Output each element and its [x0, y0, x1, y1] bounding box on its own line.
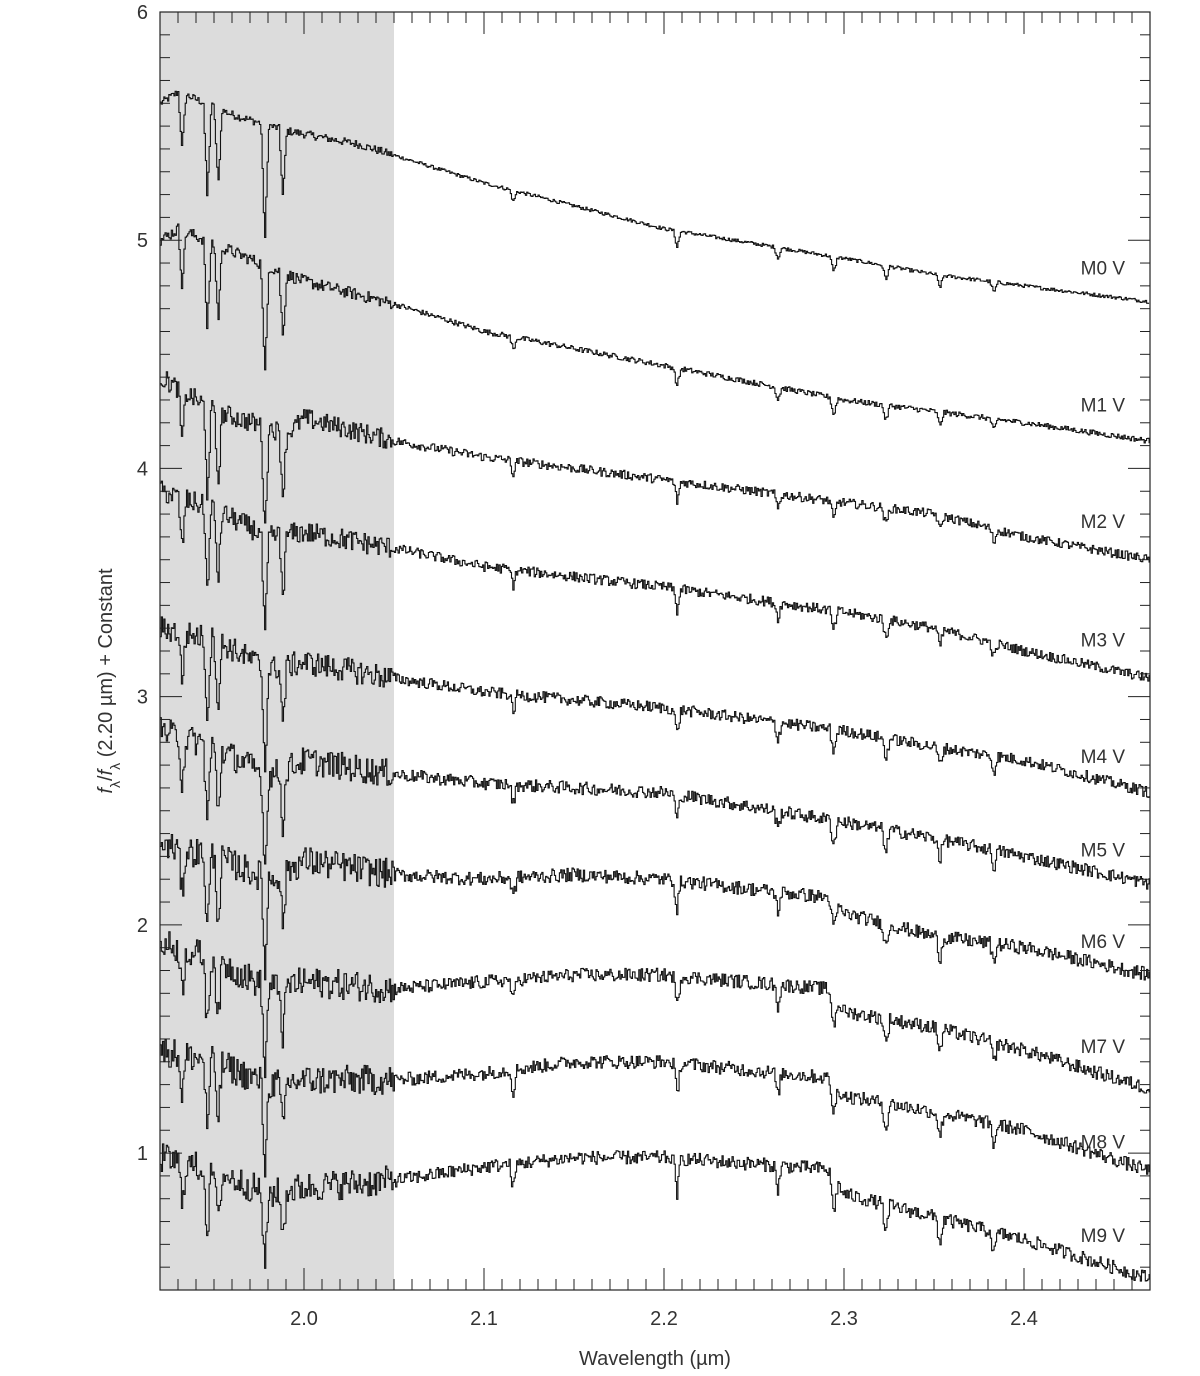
- series-label-m5-v: M5 V: [1081, 841, 1126, 862]
- series-label-m6-v: M6 V: [1081, 932, 1126, 953]
- series-label-m7-v: M7 V: [1081, 1037, 1126, 1058]
- x-tick-label: 2.3: [830, 1308, 858, 1330]
- spectrum-m7-v: [160, 931, 1150, 1094]
- spectrum-m5-v: [160, 717, 1150, 890]
- shaded-region: [160, 12, 394, 1290]
- series-label-m4-v: M4 V: [1081, 747, 1126, 768]
- y-axis-title: fλ/fλ (2.20 µm) + Constant: [95, 568, 123, 794]
- series-label-m3-v: M3 V: [1081, 631, 1126, 652]
- spectrum-m1-v: [160, 223, 1150, 444]
- x-tick-label: 2.1: [470, 1308, 498, 1330]
- x-tick-label: 2.4: [1010, 1308, 1038, 1330]
- spectra-series: M0 V M1 V M2 V M3 V M4 V M5 V M6 V M7 V M8 V M9 V: [160, 90, 1150, 1282]
- spectrum-m4-v: [160, 616, 1150, 798]
- series-label-m2-v: M2 V: [1081, 512, 1126, 533]
- series-label-m9-v: M9 V: [1081, 1226, 1126, 1247]
- spectrum-m0-v: [160, 90, 1150, 304]
- series-label-m8-v: M8 V: [1081, 1133, 1126, 1154]
- spectrum-m9-v: [160, 1143, 1150, 1282]
- y-tick-label: 5: [137, 230, 148, 252]
- spectrum-m3-v: [160, 480, 1150, 682]
- x-axis-title: Wavelength (µm): [579, 1348, 731, 1370]
- tick-labels: 2.0 2.1 2.2 2.3 2.4 1 2 3 4 5 6: [137, 2, 1038, 1330]
- series-label-m0-v: M0 V: [1081, 259, 1126, 280]
- x-tick-label: 2.2: [650, 1308, 678, 1330]
- y-tick-label: 6: [137, 2, 148, 24]
- x-tick-label: 2.0: [290, 1308, 318, 1330]
- spectrum-m8-v: [160, 1039, 1150, 1178]
- y-tick-label: 2: [137, 915, 148, 937]
- spectrum-m2-v: [160, 371, 1150, 563]
- y-tick-label: 1: [137, 1143, 148, 1165]
- y-tick-label: 4: [137, 458, 148, 480]
- series-label-m1-v: M1 V: [1081, 396, 1126, 417]
- y-tick-label: 3: [137, 687, 148, 709]
- spectrum-m6-v: [160, 833, 1150, 981]
- plot-frame: [159, 11, 1151, 1291]
